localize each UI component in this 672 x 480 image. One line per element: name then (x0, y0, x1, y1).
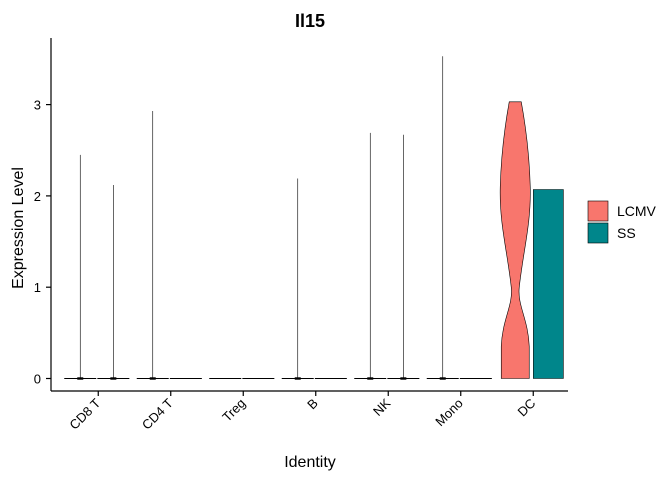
violin-zero-density (149, 377, 156, 380)
x-tick-label: DC (514, 396, 538, 420)
x-tick-label: NK (370, 395, 394, 419)
x-tick-label: CD8 T (66, 395, 103, 432)
x-tick-label: CD4 T (139, 395, 176, 432)
violin-zero-density (110, 377, 117, 380)
violin-zero-density (77, 377, 84, 380)
y-tick-label: 1 (34, 280, 41, 295)
violin-ss-dc (533, 189, 564, 379)
legend-label-lcmv: LCMV (617, 203, 657, 219)
y-axis-title: Expression Level (10, 167, 27, 289)
x-axis-title: Identity (284, 454, 336, 471)
plot-area (64, 56, 564, 380)
axes: 0 1 2 3 CD8 T CD4 T Treg B NK Mono DC (34, 38, 568, 433)
legend-key-ss (587, 222, 609, 244)
y-tick-label: 3 (34, 98, 41, 113)
violin-zero-density (294, 377, 301, 380)
x-tick-label: Treg (219, 396, 248, 425)
y-tick-label: 0 (34, 372, 41, 387)
violin-zero-density (400, 377, 407, 380)
chart-title: Il15 (295, 11, 325, 31)
violin-lcmv-dc (499, 101, 531, 379)
legend-label-ss: SS (617, 225, 636, 241)
legend: LCMV SS (587, 200, 657, 244)
violin-zero-density (439, 377, 446, 380)
legend-key-lcmv (587, 200, 609, 222)
y-tick-label: 2 (34, 189, 41, 204)
x-tick-label: B (304, 396, 321, 413)
x-tick-label: Mono (432, 396, 466, 430)
violin-zero-density (367, 377, 374, 380)
